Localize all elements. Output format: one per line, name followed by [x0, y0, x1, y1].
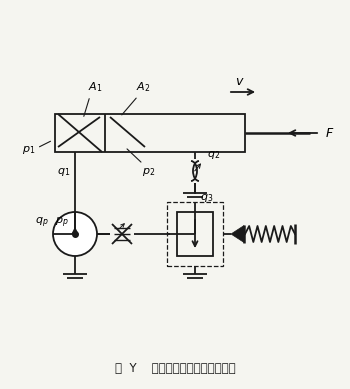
Text: 图  Y    节流阀的出口节流调速回路: 图 Y 节流阀的出口节流调速回路 — [115, 363, 235, 375]
Text: $p_p$: $p_p$ — [55, 216, 69, 230]
Text: $q_2$: $q_2$ — [207, 149, 220, 161]
Bar — [55, 114, 245, 152]
Bar — [177, 212, 213, 256]
Text: $p_2$: $p_2$ — [142, 166, 155, 178]
Text: $q_1$: $q_1$ — [57, 166, 70, 178]
Text: $q_p$: $q_p$ — [35, 216, 49, 230]
Text: $v$: $v$ — [235, 75, 245, 88]
Text: $F$: $F$ — [325, 126, 334, 140]
Text: $A_2$: $A_2$ — [136, 80, 150, 94]
Polygon shape — [231, 226, 244, 242]
Text: $q_3$: $q_3$ — [200, 192, 213, 204]
Bar — [167, 202, 223, 266]
Text: $p_1$: $p_1$ — [22, 144, 35, 156]
Text: $A_1$: $A_1$ — [88, 80, 103, 94]
Circle shape — [53, 212, 97, 256]
